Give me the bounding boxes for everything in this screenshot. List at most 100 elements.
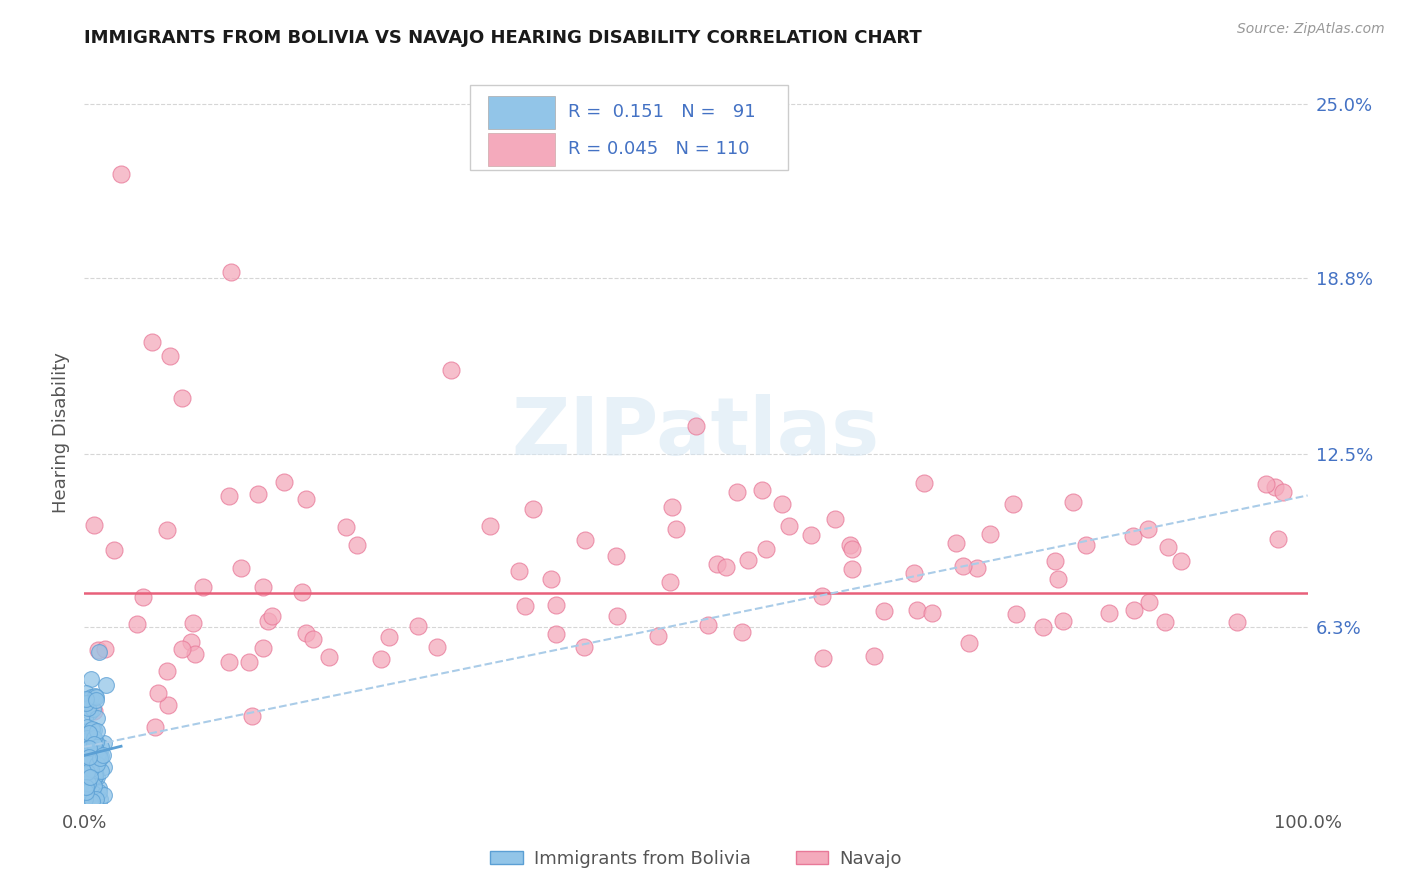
Point <box>262 608 284 623</box>
Point <box>156 698 179 712</box>
Point <box>83 517 105 532</box>
Point <box>76 727 98 741</box>
Point <box>921 606 943 620</box>
Point <box>1045 554 1067 568</box>
Point <box>86 692 108 706</box>
Point <box>156 664 179 678</box>
Point <box>191 580 214 594</box>
Point <box>706 557 728 571</box>
Point <box>905 603 928 617</box>
Point <box>93 736 115 750</box>
Point <box>84 747 107 761</box>
Point <box>87 645 110 659</box>
Point <box>132 590 155 604</box>
Point <box>697 618 720 632</box>
Point <box>544 627 567 641</box>
Point <box>841 541 863 556</box>
Point <box>295 626 318 640</box>
Point <box>658 575 681 590</box>
Point <box>79 742 101 756</box>
Point <box>93 760 115 774</box>
Point <box>318 650 340 665</box>
Point <box>75 740 97 755</box>
Point <box>229 561 252 575</box>
Point <box>76 765 98 780</box>
Point <box>377 631 399 645</box>
Point <box>181 615 204 630</box>
Point <box>238 655 260 669</box>
Text: ZIPatlas: ZIPatlas <box>512 393 880 472</box>
Point <box>90 764 112 778</box>
Point <box>77 750 100 764</box>
Point <box>159 349 181 363</box>
Point <box>103 543 125 558</box>
Point <box>1153 615 1175 630</box>
Point <box>75 755 97 769</box>
Point <box>83 768 105 782</box>
Point <box>79 740 101 755</box>
Point <box>76 750 98 764</box>
Point <box>77 733 100 747</box>
Point <box>83 731 105 745</box>
Point <box>291 585 314 599</box>
Point <box>83 765 105 780</box>
Point <box>86 770 108 784</box>
Point <box>76 791 98 805</box>
Point <box>77 726 100 740</box>
Point <box>813 651 835 665</box>
Point <box>252 580 274 594</box>
Point <box>346 538 368 552</box>
Point <box>76 732 98 747</box>
Point <box>1226 615 1249 630</box>
Point <box>824 511 846 525</box>
Point <box>110 167 132 181</box>
Point <box>725 485 748 500</box>
Point <box>1001 497 1024 511</box>
Point <box>1122 529 1144 543</box>
Point <box>143 720 166 734</box>
Point <box>957 635 980 649</box>
Point <box>252 640 274 655</box>
Point <box>872 604 894 618</box>
Point <box>685 418 707 433</box>
Point <box>75 785 97 799</box>
Point <box>647 629 669 643</box>
Point <box>76 720 98 734</box>
Point <box>82 702 104 716</box>
Point <box>730 625 752 640</box>
Point <box>79 795 101 809</box>
Point <box>979 527 1001 541</box>
Point <box>440 363 463 377</box>
Point <box>838 539 860 553</box>
Point <box>86 757 108 772</box>
Point <box>125 617 148 632</box>
Point <box>247 487 270 501</box>
Point <box>1170 554 1192 568</box>
Point <box>77 763 100 777</box>
Point <box>77 700 100 714</box>
Point <box>1137 595 1160 609</box>
Point <box>952 558 974 573</box>
Point <box>800 527 823 541</box>
Point <box>257 614 280 628</box>
Point <box>82 722 104 736</box>
Point <box>406 619 429 633</box>
Point <box>75 696 97 710</box>
Point <box>75 742 97 756</box>
Point <box>572 640 595 654</box>
Point <box>146 686 169 700</box>
Point <box>218 489 240 503</box>
Point <box>218 655 240 669</box>
Point <box>508 565 530 579</box>
Point <box>75 686 97 700</box>
Point <box>219 265 242 279</box>
Point <box>73 711 96 725</box>
Point <box>606 608 628 623</box>
Point <box>273 475 295 489</box>
Point <box>73 747 96 761</box>
Point <box>82 734 104 748</box>
Point <box>75 780 97 794</box>
Point <box>1032 620 1054 634</box>
Point <box>540 573 562 587</box>
Point <box>1004 607 1026 622</box>
